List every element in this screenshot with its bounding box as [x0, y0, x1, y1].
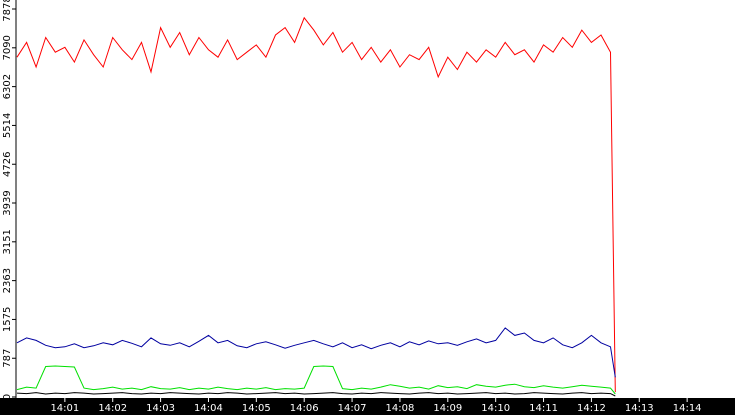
series-line: [16, 327, 616, 378]
x-tick-label: 14:12: [577, 403, 606, 414]
x-tick-label: 14:05: [242, 403, 271, 414]
y-tick-label: 2363: [2, 268, 13, 293]
x-tick-label: 14:09: [433, 403, 462, 414]
y-tick-label: 1575: [2, 307, 13, 332]
x-tick-label: 14:08: [386, 403, 415, 414]
x-tick-label: 14:06: [290, 403, 319, 414]
x-tick-label: 14:14: [673, 403, 702, 414]
y-tick-label: 787: [2, 349, 13, 368]
x-tick-label: 14:13: [625, 403, 654, 414]
x-tick-label: 14:07: [338, 403, 367, 414]
x-axis-bar: [0, 398, 735, 415]
series-line: [16, 16, 616, 393]
series-line: [16, 392, 616, 397]
series-line: [16, 365, 616, 395]
y-tick-label: 3151: [2, 229, 13, 254]
y-tick-label: 5514: [2, 113, 13, 138]
y-tick-label: 4726: [2, 152, 13, 177]
x-tick-label: 14:11: [529, 403, 558, 414]
x-tick-label: 14:02: [98, 403, 127, 414]
x-tick-label: 14:10: [481, 403, 510, 414]
x-tick-label: 14:01: [50, 403, 79, 414]
x-tick-label: 14:04: [194, 403, 223, 414]
y-tick-label: 6302: [2, 74, 13, 99]
y-tick-label: 7090: [2, 35, 13, 60]
y-tick-label: 0: [2, 394, 13, 400]
y-tick-label: 7878: [2, 0, 13, 22]
y-tick-label: 3939: [2, 190, 13, 215]
x-tick-label: 14:03: [146, 403, 175, 414]
